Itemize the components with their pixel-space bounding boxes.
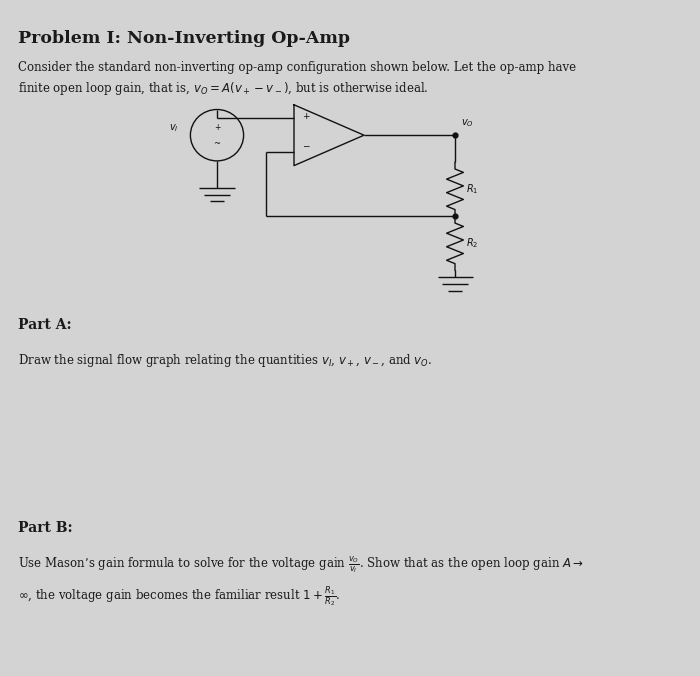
Text: +: +	[214, 122, 220, 132]
Text: $v_O$: $v_O$	[461, 117, 473, 129]
Text: Use Mason’s gain formula to solve for the voltage gain $\frac{v_O}{v_I}$. Show t: Use Mason’s gain formula to solve for th…	[18, 554, 583, 575]
Text: Draw the signal flow graph relating the quantities $v_I$, $v_+$, $v_-$, and $v_O: Draw the signal flow graph relating the …	[18, 352, 432, 368]
Text: $\infty$, the voltage gain becomes the familiar result $1 + \frac{R_1}{R_2}$.: $\infty$, the voltage gain becomes the f…	[18, 585, 340, 609]
Text: Problem I: Non-Inverting Op-Amp: Problem I: Non-Inverting Op-Amp	[18, 30, 349, 47]
Text: $R_2$: $R_2$	[466, 237, 478, 250]
Text: $v_I$: $v_I$	[169, 122, 178, 134]
Text: Part B:: Part B:	[18, 521, 72, 535]
Text: $-$: $-$	[302, 140, 311, 149]
Text: Consider the standard non-inverting op-amp configuration shown below. Let the op: Consider the standard non-inverting op-a…	[18, 61, 575, 74]
Text: finite open loop gain, that is, $v_O = A(v_+ - v_-)$, but is otherwise ideal.: finite open loop gain, that is, $v_O = A…	[18, 80, 428, 97]
Text: +: +	[302, 112, 310, 120]
Text: $R_1$: $R_1$	[466, 183, 478, 196]
Text: ~: ~	[214, 139, 220, 148]
Text: Part A:: Part A:	[18, 318, 71, 332]
